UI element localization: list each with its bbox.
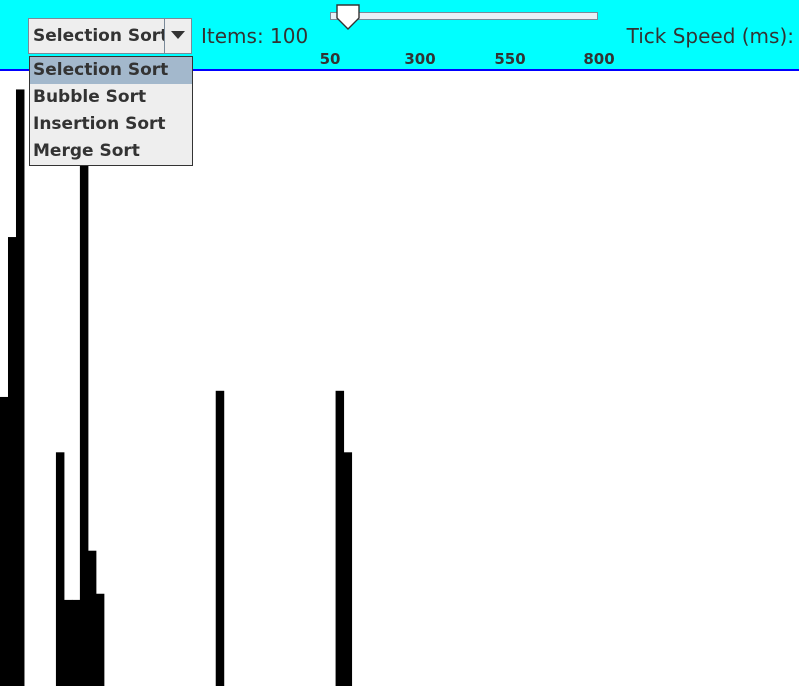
chart-bar <box>55 452 65 686</box>
chart-bar <box>95 593 105 686</box>
chart-bar <box>343 452 353 686</box>
chart-bar <box>215 390 225 686</box>
menu-item-insertion-sort[interactable]: Insertion Sort <box>33 114 166 134</box>
dropdown-arrow-button[interactable] <box>164 19 191 53</box>
chart-bar <box>15 89 25 686</box>
chart-bar <box>0 396 9 686</box>
slider-tick-label: 550 <box>494 50 526 68</box>
chart-bar <box>87 550 97 686</box>
tick-speed-slider-track[interactable] <box>330 12 598 20</box>
chart-bar <box>63 599 73 686</box>
chart-bar <box>7 237 17 686</box>
items-count-label: Items: 100 <box>201 24 309 48</box>
tick-speed-slider-thumb[interactable] <box>336 4 360 30</box>
chart-bar <box>79 126 89 686</box>
chart-bar <box>335 390 345 686</box>
menu-item-selection-sort[interactable]: Selection Sort <box>30 57 192 84</box>
slider-tick-label: 800 <box>583 50 615 68</box>
algorithm-dropdown-value: Selection Sort <box>33 26 169 46</box>
algorithm-dropdown-menu: Selection Sort Bubble Sort Insertion Sor… <box>29 56 193 166</box>
chart-bar <box>71 599 81 686</box>
algorithm-dropdown[interactable]: Selection Sort <box>28 18 192 54</box>
chevron-down-icon <box>171 31 185 39</box>
menu-item-merge-sort[interactable]: Merge Sort <box>33 141 140 161</box>
menu-item-bubble-sort[interactable]: Bubble Sort <box>33 87 147 107</box>
slider-tick-label: 300 <box>404 50 436 68</box>
slider-tick-label: 50 <box>319 50 341 68</box>
tick-speed-label: Tick Speed (ms): <box>626 24 794 48</box>
